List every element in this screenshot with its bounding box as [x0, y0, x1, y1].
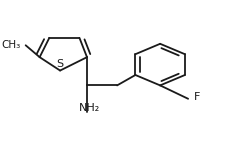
Text: S: S	[57, 59, 64, 69]
Text: CH₃: CH₃	[1, 40, 20, 50]
Text: F: F	[194, 92, 200, 102]
Text: NH₂: NH₂	[79, 103, 100, 113]
